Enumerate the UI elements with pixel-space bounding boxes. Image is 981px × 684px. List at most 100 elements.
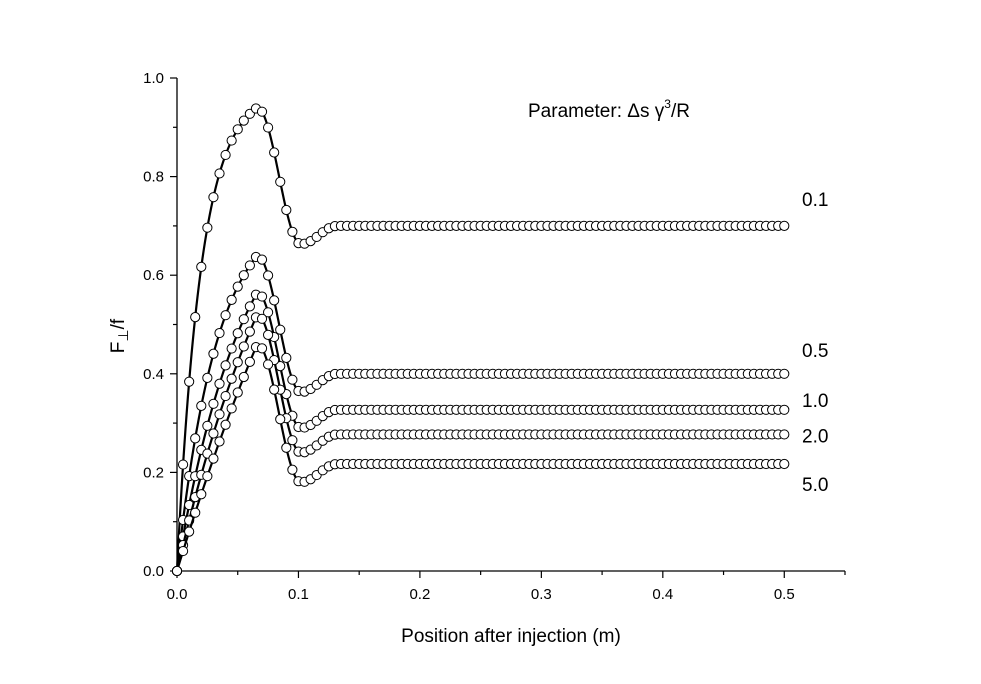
series-label-0.5: 0.5 xyxy=(802,341,828,362)
data-point xyxy=(214,378,225,389)
data-point xyxy=(256,313,268,324)
data-point xyxy=(220,390,231,402)
y-tick-label: 0.2 xyxy=(143,464,164,481)
x-axis-title: Position after injection (m) xyxy=(401,626,621,647)
data-point xyxy=(779,458,790,470)
data-point xyxy=(262,307,274,318)
data-point xyxy=(196,400,207,411)
data-point xyxy=(202,222,213,233)
data-point xyxy=(244,260,255,271)
data-point xyxy=(214,436,225,447)
parameter-annotation: Parameter: Δs γ3/R xyxy=(528,97,690,122)
data-point xyxy=(196,489,207,500)
data-point xyxy=(202,471,213,482)
data-point xyxy=(238,314,249,325)
data-point xyxy=(269,384,280,395)
data-point xyxy=(238,270,249,281)
data-point xyxy=(232,387,243,398)
series-layer xyxy=(171,103,790,577)
data-point xyxy=(208,192,219,203)
data-point xyxy=(184,376,195,387)
labels-layer: 0.1 0.5 1.0 2.0 5.0 xyxy=(802,190,828,496)
data-point xyxy=(262,122,274,133)
series-1.0 xyxy=(171,289,790,577)
series-0.5 xyxy=(171,251,790,577)
data-point xyxy=(226,373,237,384)
series-line-2.0 xyxy=(175,313,785,572)
data-point xyxy=(238,341,249,352)
data-point xyxy=(281,352,292,363)
data-point xyxy=(287,464,298,475)
annotation-delta: Δ xyxy=(627,101,640,122)
data-point xyxy=(232,357,243,368)
data-point xyxy=(779,404,790,415)
data-point xyxy=(214,409,225,420)
data-point xyxy=(220,419,231,430)
y-tick-label: 0.0 xyxy=(143,563,164,580)
series-label-0.1: 0.1 xyxy=(802,190,828,211)
data-point xyxy=(287,435,298,446)
y-axis-title: F⊥/f xyxy=(108,318,131,353)
data-point xyxy=(275,176,286,187)
data-point xyxy=(226,403,237,414)
y-axis-title-main: F xyxy=(108,342,129,354)
y-tick-label: 0.8 xyxy=(143,169,164,186)
data-point xyxy=(226,135,237,146)
x-tick-label: 0.2 xyxy=(409,586,430,603)
data-point xyxy=(208,348,219,359)
data-point xyxy=(190,507,201,518)
annotation-s: s xyxy=(640,101,655,122)
data-point xyxy=(244,356,255,367)
data-point xyxy=(171,565,183,577)
data-point xyxy=(779,429,790,440)
data-point xyxy=(244,301,255,312)
data-point xyxy=(232,124,243,135)
data-point xyxy=(281,204,292,216)
series-2.0 xyxy=(171,312,790,577)
data-point xyxy=(262,359,274,370)
data-point xyxy=(214,168,225,179)
data-point xyxy=(779,220,790,231)
x-tick-label: 0.1 xyxy=(288,586,309,603)
data-point xyxy=(226,294,237,305)
data-point xyxy=(287,374,298,385)
data-point xyxy=(287,226,298,237)
y-tick-label: 1.0 xyxy=(143,70,164,87)
x-tick-label: 0.3 xyxy=(531,586,552,603)
y-axis-title-tail: /f xyxy=(108,318,129,329)
data-point xyxy=(275,414,286,425)
data-point xyxy=(262,329,274,340)
data-point xyxy=(214,327,225,339)
annotation-power: 3 xyxy=(664,97,671,111)
x-tick-label: 0.0 xyxy=(167,586,188,603)
series-label-5.0: 5.0 xyxy=(802,475,828,496)
x-tick-label: 0.5 xyxy=(774,586,795,603)
data-point xyxy=(256,343,268,354)
data-point xyxy=(177,545,189,557)
data-point xyxy=(269,295,280,306)
data-point xyxy=(202,420,213,431)
y-tick-label: 0.6 xyxy=(143,267,164,284)
axes: 0.0 0.1 0.2 0.3 0.4 0.5 0.0 0.2 0.4 0.6 0.8 1.0 xyxy=(143,70,846,603)
annotation-prefix: Parameter: xyxy=(528,101,627,122)
data-point xyxy=(262,270,274,281)
data-point xyxy=(232,281,243,292)
data-point xyxy=(208,428,219,439)
data-point xyxy=(226,343,237,354)
data-point xyxy=(184,526,195,537)
data-point xyxy=(220,310,231,321)
data-point xyxy=(177,459,189,470)
data-point xyxy=(256,254,268,265)
data-point xyxy=(208,453,219,464)
series-5.0 xyxy=(171,342,790,577)
x-tick-label: 0.4 xyxy=(652,586,673,603)
data-point xyxy=(190,433,201,444)
series-0.1 xyxy=(171,103,790,577)
data-point xyxy=(256,106,268,117)
data-point xyxy=(208,398,219,409)
data-point xyxy=(190,312,201,323)
data-point xyxy=(202,372,213,383)
data-point xyxy=(220,360,231,371)
data-point xyxy=(232,328,243,339)
